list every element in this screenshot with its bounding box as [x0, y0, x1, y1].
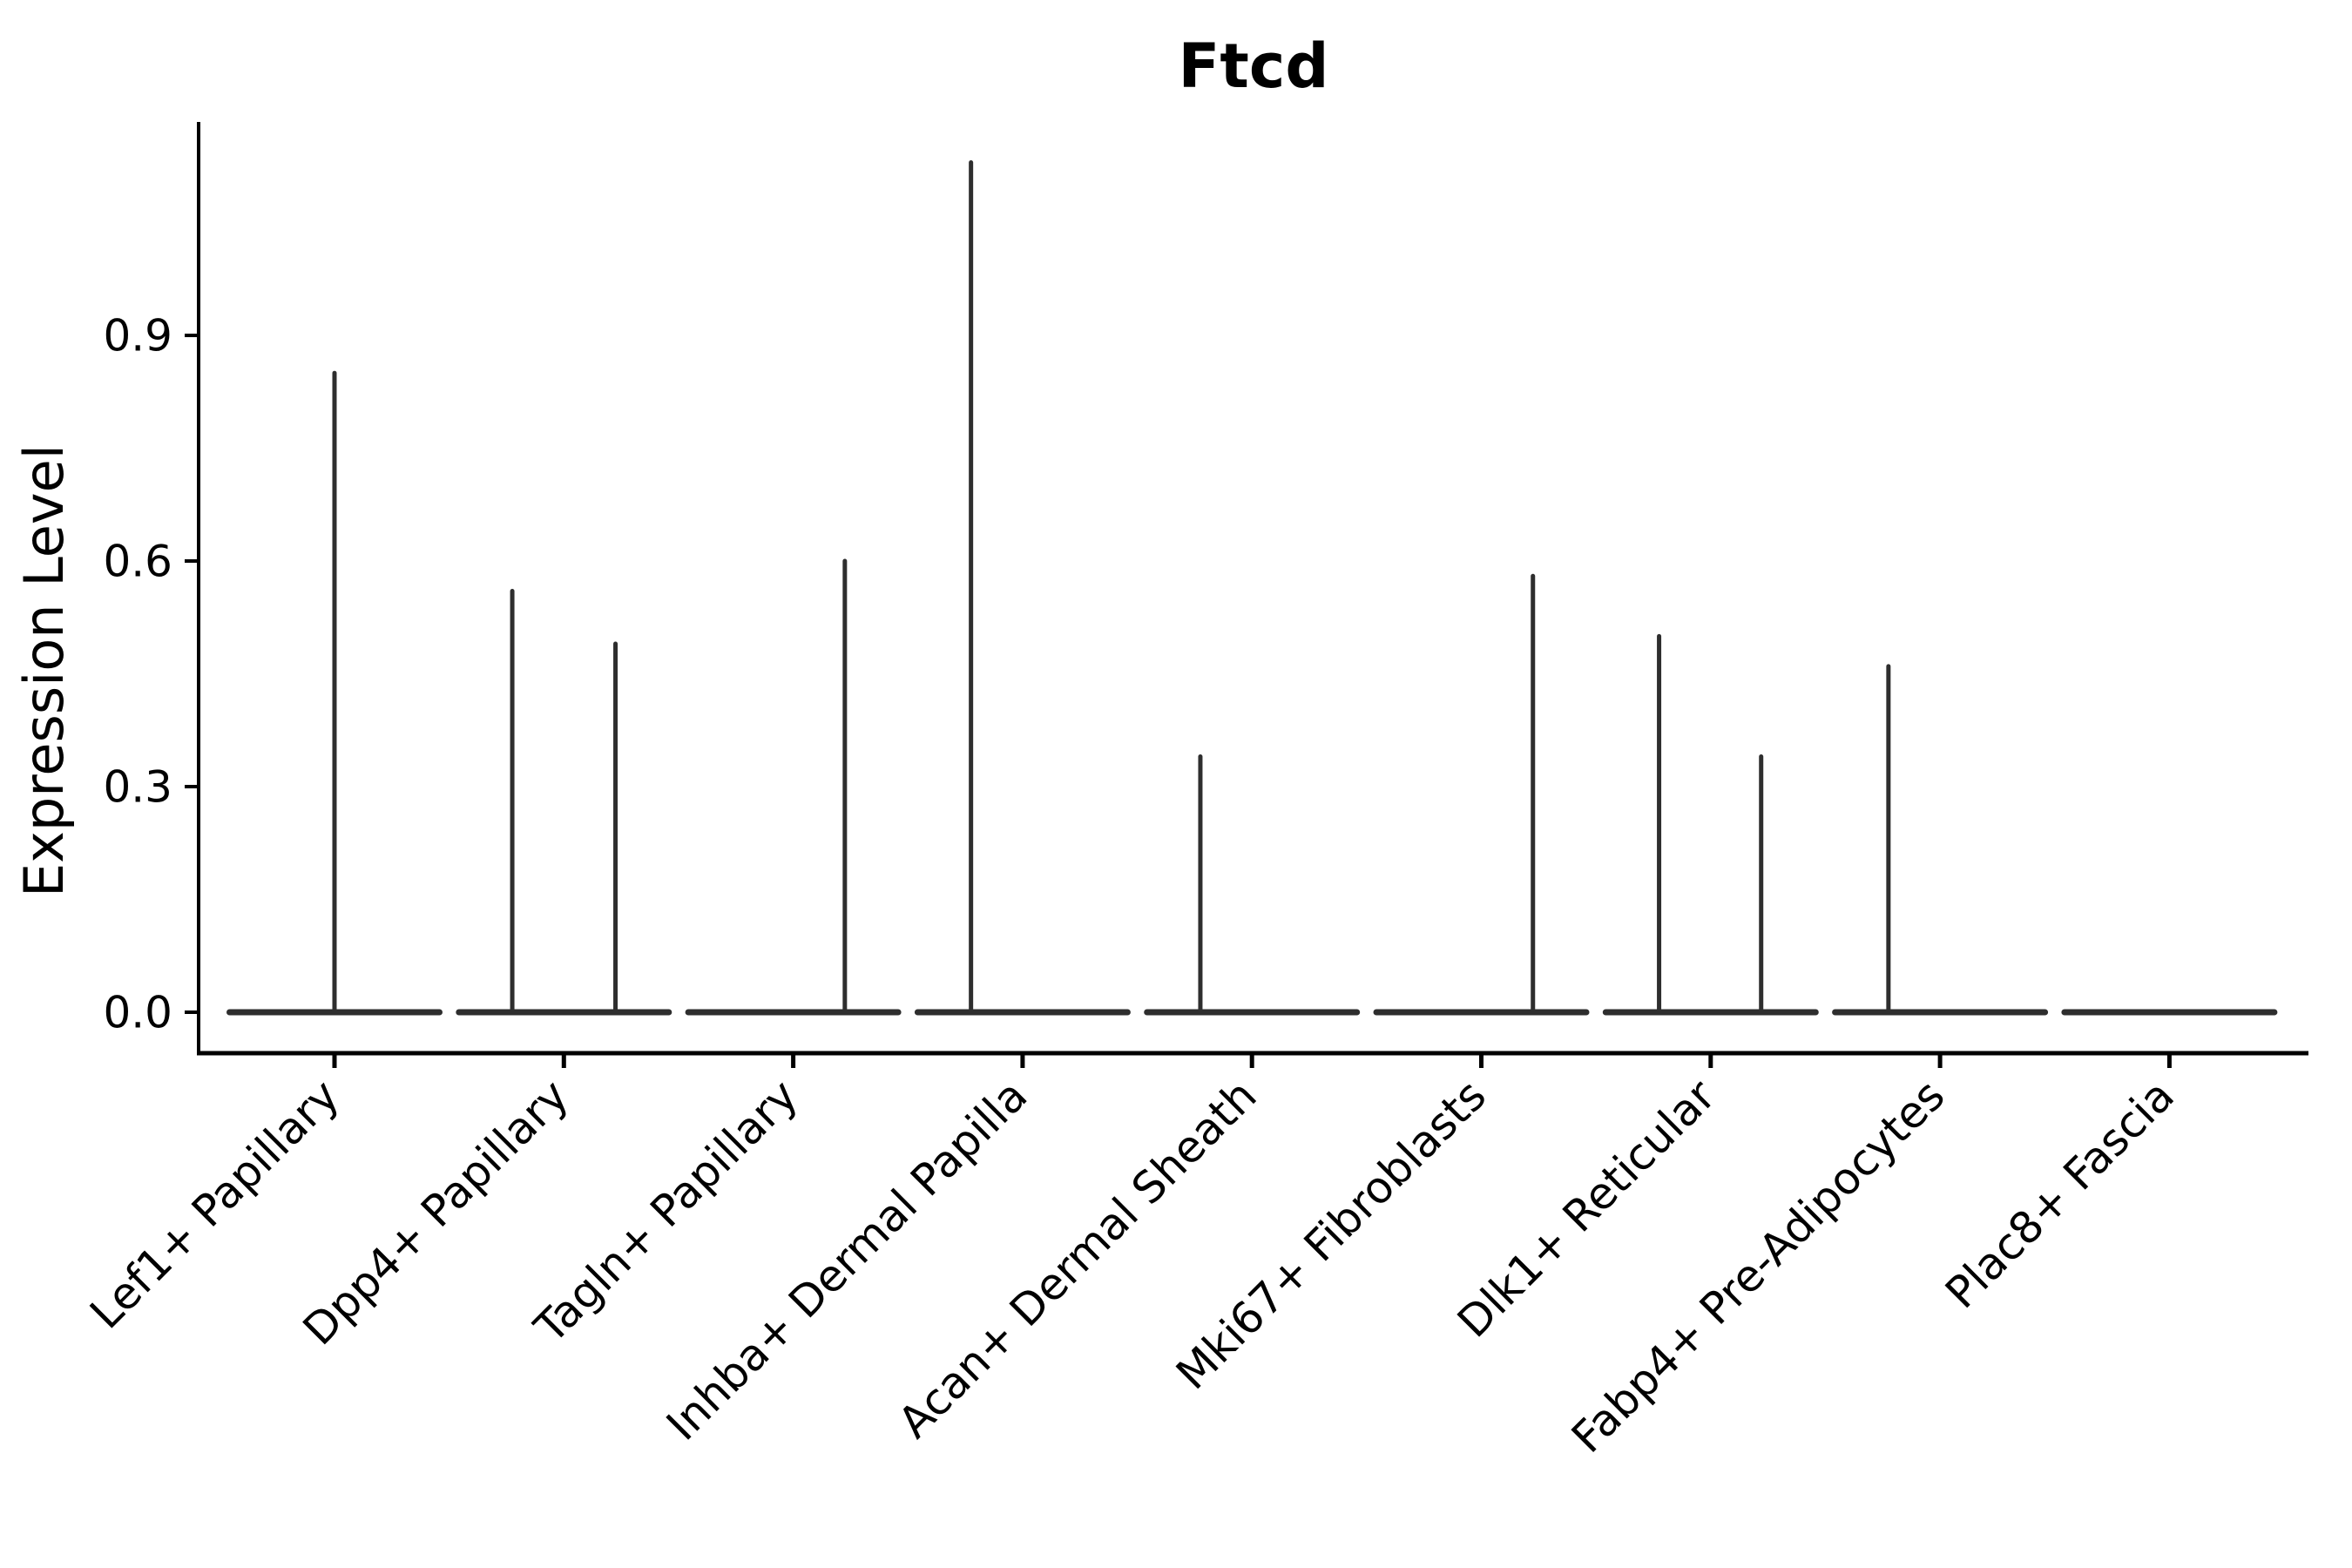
y-axis-label: Expression Level [12, 444, 76, 897]
y-tick-label: 0.9 [103, 311, 172, 362]
x-tick-label: Fabp4+ Pre-Adipocytes [1562, 1070, 1955, 1463]
x-tick-label: Lef1+ Papillary [80, 1070, 348, 1338]
y-tick-label: 0.3 [103, 762, 172, 813]
x-tick-label: Plac8+ Fascia [1936, 1070, 2184, 1318]
y-tick-label: 0.0 [103, 988, 172, 1038]
chart-title: Ftcd [1179, 30, 1329, 102]
y-tick-label: 0.6 [103, 537, 172, 587]
